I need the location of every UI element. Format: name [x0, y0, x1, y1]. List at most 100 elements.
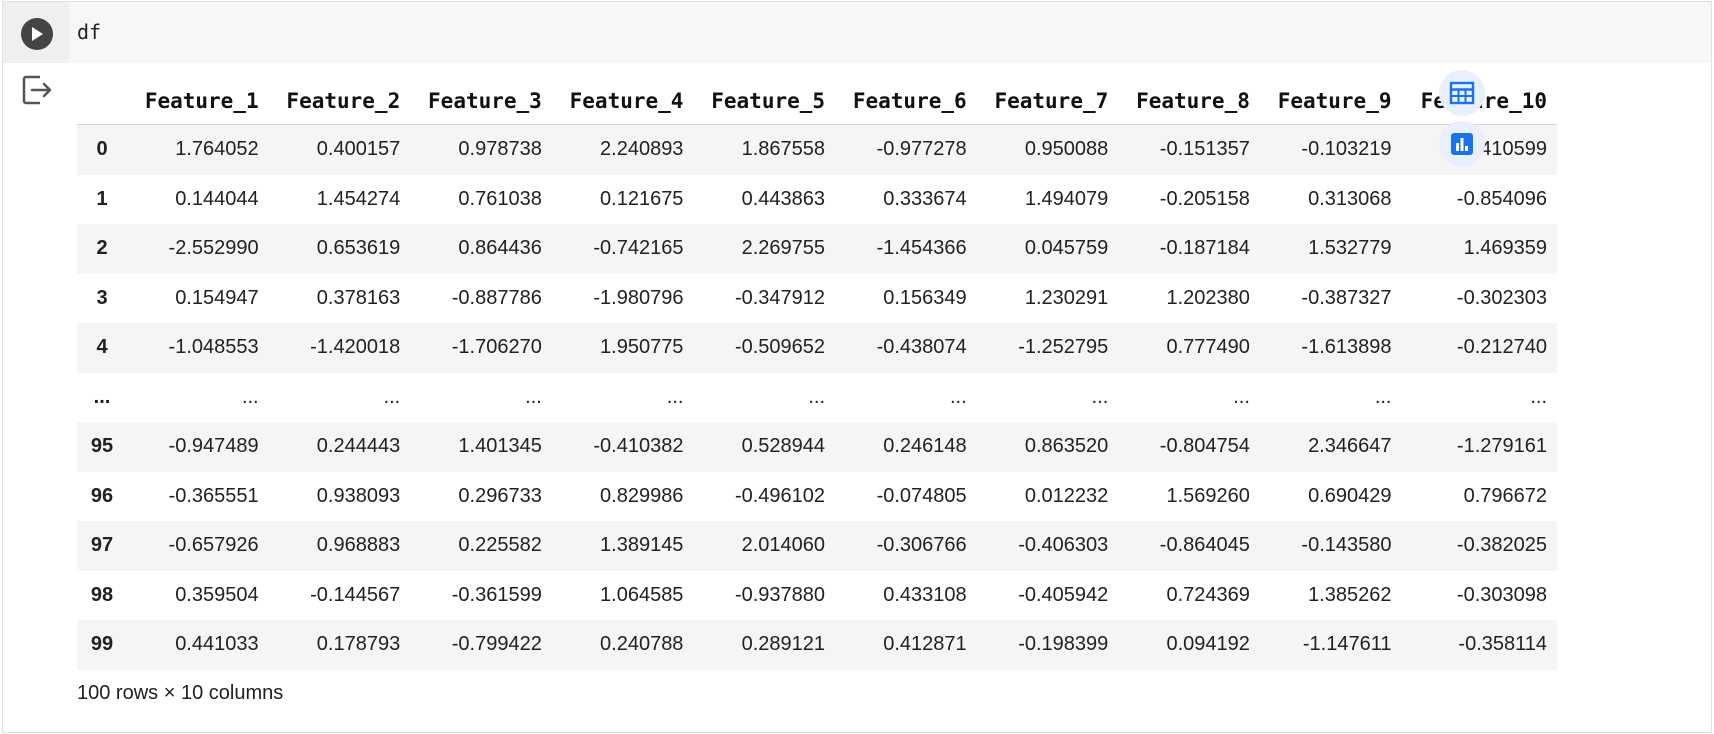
table-cell: 0.777490 [1166, 336, 1250, 359]
row-index: 96 [90, 484, 114, 507]
table-cell: -0.742165 [593, 237, 684, 260]
table-row: 0 1.764052 0.400157 0.978738 2.240893 1.86755… [77, 124, 1557, 175]
column-header: Feature_2 [268, 78, 411, 125]
table-cell: 0.412871 [883, 633, 967, 656]
table-cell: -1.613898 [1301, 336, 1392, 359]
table-cell: 0.121675 [600, 187, 684, 210]
table-cell: 0.968883 [316, 534, 401, 557]
row-index: 95 [90, 435, 114, 458]
table-cell: -0.406303 [1018, 534, 1109, 557]
table-cell: -0.509652 [734, 336, 826, 359]
table-cell: -0.303098 [1456, 583, 1547, 606]
column-header: Feature_9 [1259, 78, 1402, 125]
table-cell: 1.494079 [1024, 187, 1109, 210]
table-cell: 1.454274 [316, 187, 401, 210]
table-cell: 0.378163 [316, 286, 401, 309]
table-cell: ... [241, 385, 259, 408]
table-cell: 0.012232 [1024, 484, 1109, 507]
table-cell: 0.724369 [1166, 583, 1250, 606]
table-row: 99 0.441033 0.178793 -0.799422 0.240788 0.289… [77, 620, 1557, 670]
table-cell: -0.405942 [1018, 583, 1109, 606]
table-cell: 0.528944 [741, 435, 826, 458]
table-cell: -1.454366 [876, 237, 967, 260]
table-cell: -0.143580 [1301, 534, 1392, 557]
code-text[interactable]: df [77, 20, 102, 44]
code-editor-row[interactable]: df [3, 2, 1711, 63]
table-cell: -0.302303 [1456, 286, 1547, 309]
table-cell: 1.867558 [741, 138, 826, 161]
table-cell: 1.385262 [1308, 583, 1392, 606]
table-grid-icon [1449, 81, 1475, 105]
row-index: ... [93, 385, 111, 408]
table-cell: 1.202380 [1166, 286, 1250, 309]
table-cell: -0.657926 [168, 534, 259, 557]
table-cell: ... [949, 385, 967, 408]
table-row: ................................. [77, 373, 1557, 423]
table-cell: ... [666, 385, 684, 408]
table-cell: -1.279161 [1456, 435, 1547, 458]
table-cell: 1.230291 [1024, 286, 1109, 309]
table-cell: 0.796672 [1463, 484, 1547, 507]
table-row: 3 0.154947 0.378163 -0.887786 -1.980796 -0.34… [77, 274, 1557, 324]
table-cell: -0.937880 [734, 583, 826, 606]
row-index: 0 [96, 138, 108, 161]
table-cell: -0.074805 [876, 484, 967, 507]
table-header-row: Feature_1 Feature_2 Feature_3 Feature_4 Feat… [77, 78, 1557, 125]
table-cell: 0.400157 [316, 138, 401, 161]
table-view-button[interactable] [1439, 70, 1485, 116]
table-cell: 0.829986 [600, 484, 684, 507]
column-header: Feature_1 [127, 78, 269, 125]
column-header: Feature_7 [976, 78, 1119, 125]
table-cell: 0.244443 [316, 435, 401, 458]
table-cell: -1.048553 [168, 336, 259, 359]
table-cell: -0.361599 [451, 583, 542, 606]
table-cell: 0.359504 [175, 583, 259, 606]
table-cell: -0.103219 [1301, 138, 1392, 161]
table-cell: 1.764052 [175, 138, 259, 161]
table-cell: -0.187184 [1159, 237, 1250, 260]
table-cell: -0.212740 [1456, 336, 1547, 359]
table-cell: ... [1530, 385, 1547, 408]
table-cell: 1.401345 [458, 435, 542, 458]
table-cell: -0.887786 [451, 286, 542, 309]
table-cell: ... [1374, 385, 1392, 408]
table-cell: 0.289121 [741, 633, 826, 656]
table-cell: 0.950088 [1024, 138, 1109, 161]
table-cell: -0.144567 [310, 583, 401, 606]
table-cell: -2.552990 [168, 237, 259, 260]
table-cell: ... [1091, 385, 1109, 408]
table-cell: -0.977278 [876, 138, 967, 161]
table-cell: -0.382025 [1456, 534, 1547, 557]
table-cell: -0.947489 [168, 435, 259, 458]
table-cell: 0.441033 [175, 633, 259, 656]
table-cell: -0.205158 [1159, 187, 1250, 210]
play-circle-icon [32, 27, 43, 41]
table-cell: -0.387327 [1301, 286, 1392, 309]
column-header: Feature_3 [410, 78, 552, 125]
table-row: 96 -0.365551 0.938093 0.296733 0.829986 -0.49… [77, 472, 1557, 522]
table-cell: 2.269755 [741, 237, 826, 260]
table-cell: 2.014060 [741, 534, 826, 557]
table-row: 1 0.144044 1.454274 0.761038 0.121675 0.44386… [77, 175, 1557, 225]
table-cell: 0.443863 [741, 187, 826, 210]
chart-view-button[interactable] [1439, 121, 1485, 167]
table-cell: 1.569260 [1166, 484, 1250, 507]
table-cell: 0.864436 [458, 237, 542, 260]
table-cell: -0.804754 [1159, 435, 1250, 458]
run-cell-button[interactable] [21, 18, 53, 50]
table-cell: 0.240788 [600, 633, 684, 656]
row-index: 99 [90, 633, 114, 656]
table-cell: ... [383, 385, 401, 408]
table-cell: -0.365551 [168, 484, 259, 507]
row-index: 97 [90, 534, 114, 557]
output-arrow-icon[interactable] [20, 73, 54, 107]
table-cell: 0.653619 [316, 237, 401, 260]
table-cell: 0.156349 [883, 286, 967, 309]
table-row: 97 -0.657926 0.968883 0.225582 1.389145 2.014… [77, 521, 1557, 571]
table-cell: 0.333674 [883, 187, 967, 210]
dataframe-shape: 100 rows × 10 columns [77, 682, 284, 704]
table-cell: ... [1233, 385, 1250, 408]
table-cell: 0.144044 [175, 187, 259, 210]
table-cell: -0.854096 [1456, 187, 1547, 210]
